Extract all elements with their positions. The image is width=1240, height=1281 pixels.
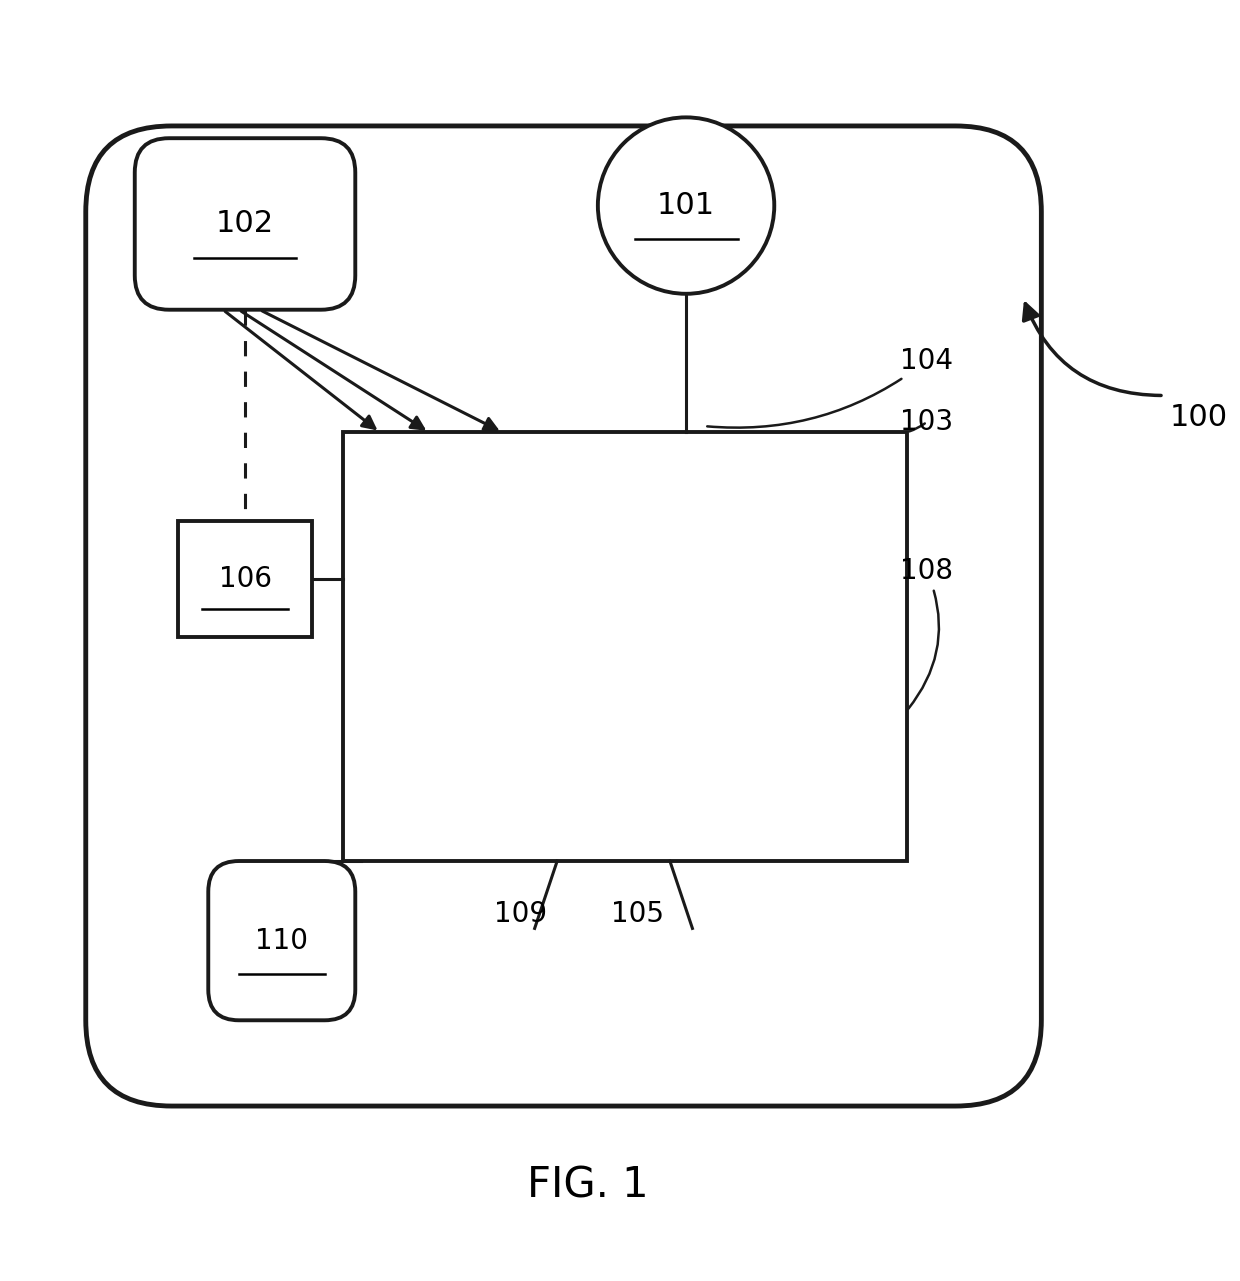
Circle shape bbox=[598, 118, 774, 293]
Text: 104: 104 bbox=[707, 347, 954, 428]
Text: 105: 105 bbox=[610, 901, 663, 929]
Text: 110: 110 bbox=[255, 926, 309, 954]
Text: FIG. 1: FIG. 1 bbox=[527, 1164, 649, 1207]
FancyBboxPatch shape bbox=[208, 861, 356, 1020]
Text: 102: 102 bbox=[216, 210, 274, 238]
Bar bbox=[177, 521, 312, 638]
Text: 103: 103 bbox=[900, 407, 954, 436]
FancyBboxPatch shape bbox=[86, 126, 1042, 1106]
Bar bbox=[343, 432, 906, 861]
Text: 108: 108 bbox=[900, 557, 954, 708]
Text: 100: 100 bbox=[1171, 404, 1228, 432]
Text: 109: 109 bbox=[494, 901, 547, 929]
FancyBboxPatch shape bbox=[135, 138, 356, 310]
Text: 101: 101 bbox=[657, 191, 715, 220]
Text: 106: 106 bbox=[218, 565, 272, 593]
